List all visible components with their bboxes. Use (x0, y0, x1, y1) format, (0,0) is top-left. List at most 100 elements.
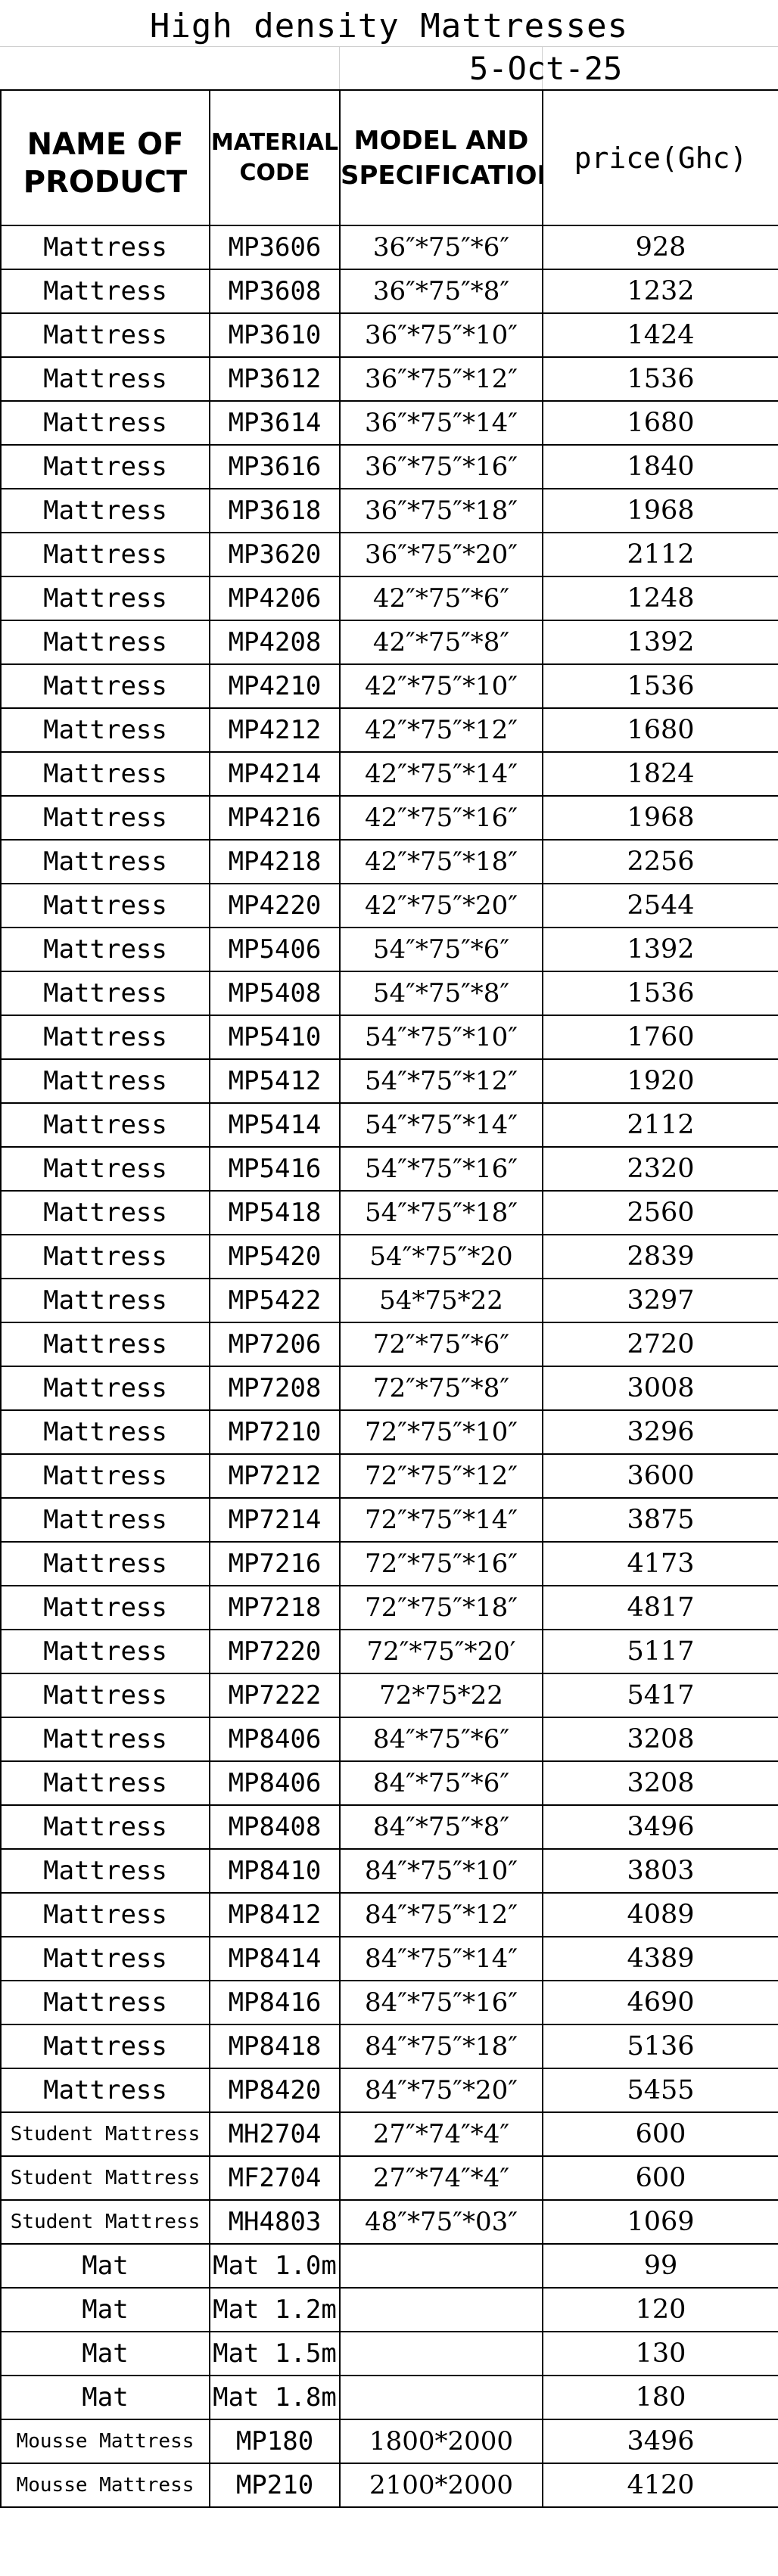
cell-product-name: Mousse Mattress (0, 2419, 210, 2464)
cell-product-name: Mattress (0, 1673, 210, 1718)
cell-product-name: Mattress (0, 1015, 210, 1060)
cell-specification: 84″*75″*14″ (339, 1936, 543, 1981)
cell-product-name: Mattress (0, 1366, 210, 1411)
cell-price: 4389 (542, 1936, 778, 1981)
cell-material-code: MP4216 (209, 795, 341, 841)
cell-product-name: Mattress (0, 488, 210, 533)
cell-specification: 42″*75″*18″ (339, 839, 543, 884)
cell-specification: 54″*75″*6″ (339, 927, 543, 972)
cell-specification: 36″*75″*6″ (339, 225, 543, 270)
cell-product-name: Mattress (0, 400, 210, 446)
cell-specification: 54″*75″*20 (339, 1234, 543, 1279)
table-row: Mattress MP3610 36″*75″*10″ 1424 (0, 312, 778, 358)
cell-product-name: Student Mattress (0, 2111, 210, 2157)
cell-product-name: Mat (0, 2243, 210, 2289)
cell-price: 3803 (542, 1848, 778, 1894)
cell-price: 2320 (542, 1146, 778, 1192)
cell-material-code: MP8410 (209, 1848, 341, 1894)
cell-material-code: MP3606 (209, 225, 341, 270)
cell-material-code: MP3616 (209, 444, 341, 489)
cell-price: 3496 (542, 1804, 778, 1850)
header-model-line-2: SPECIFICATION (341, 160, 543, 191)
cell-material-code: MP4206 (209, 576, 341, 621)
cell-product-name: Mattress (0, 1234, 210, 1279)
header-name-line-2: PRODUCT (23, 164, 188, 200)
cell-specification: 36″*75″*10″ (339, 312, 543, 358)
table-row: Mattress MP3608 36″*75″*8″ 1232 (0, 269, 778, 314)
header-price: price(Ghc) (542, 89, 778, 226)
cell-specification: 84″*75″*12″ (339, 1892, 543, 1937)
cell-product-name: Student Mattress (0, 2155, 210, 2201)
cell-product-name: Mattress (0, 1146, 210, 1192)
cell-specification: 42″*75″*12″ (339, 707, 543, 753)
cell-price: 2544 (542, 883, 778, 928)
cell-product-name: Mattress (0, 1760, 210, 1806)
cell-specification: 72″*75″*8″ (339, 1366, 543, 1411)
cell-price: 2720 (542, 1322, 778, 1367)
cell-price: 1840 (542, 444, 778, 489)
cell-specification: 36″*75″*16″ (339, 444, 543, 489)
cell-material-code: MP5420 (209, 1234, 341, 1279)
cell-price: 1824 (542, 751, 778, 797)
cell-product-name: Mattress (0, 1980, 210, 2025)
cell-product-name: Mattress (0, 620, 210, 665)
cell-material-code: MP210 (209, 2463, 341, 2508)
cell-product-name: Mattress (0, 1717, 210, 1762)
table-row: Mattress MP5406 54″*75″*6″ 1392 (0, 927, 778, 972)
table-row: Mattress MP4206 42″*75″*6″ 1248 (0, 576, 778, 621)
header-row: NAME OF PRODUCT MATERIAL CODE MODEL AND … (0, 89, 778, 226)
cell-specification: 84″*75″*20″ (339, 2068, 543, 2113)
cell-material-code: MH2704 (209, 2111, 341, 2157)
cell-price: 5417 (542, 1673, 778, 1718)
cell-material-code: MP8406 (209, 1760, 341, 1806)
cell-product-name: Mattress (0, 1936, 210, 1981)
cell-material-code: MP8418 (209, 2024, 341, 2069)
cell-specification: 84″*75″*18″ (339, 2024, 543, 2069)
table-row: Mattress MP8412 84″*75″*12″ 4089 (0, 1892, 778, 1937)
table-row: Mattress MP5408 54″*75″*8″ 1536 (0, 971, 778, 1016)
cell-material-code: MP7208 (209, 1366, 341, 1411)
sheet-date: 5-Oct-25 (469, 50, 623, 87)
cell-specification: 72″*75″*6″ (339, 1322, 543, 1367)
cell-specification: 42″*75″*6″ (339, 576, 543, 621)
cell-material-code: MP180 (209, 2419, 341, 2464)
cell-price: 4089 (542, 1892, 778, 1937)
cell-price: 928 (542, 225, 778, 270)
cell-specification: 42″*75″*8″ (339, 620, 543, 665)
cell-specification: 2100*2000 (339, 2463, 543, 2508)
cell-price: 3208 (542, 1760, 778, 1806)
cell-product-name: Mattress (0, 1190, 210, 1235)
cell-material-code: MP5418 (209, 1190, 341, 1235)
table-row: Mousse Mattress MP210 2100*2000 4120 (0, 2463, 778, 2508)
table-row: Student Mattress MH2704 27″*74″*4″ 600 (0, 2111, 778, 2157)
cell-price: 4173 (542, 1541, 778, 1586)
cell-specification: 84″*75″*16″ (339, 1980, 543, 2025)
sheet-title: High density Mattresses (149, 7, 629, 45)
cell-material-code: MP4214 (209, 751, 341, 797)
cell-price: 180 (542, 2375, 778, 2420)
cell-material-code: Mat 1.8m (209, 2375, 341, 2420)
table-row: Student Mattress MF2704 27″*74″*4″ 600 (0, 2155, 778, 2201)
cell-product-name: Mattress (0, 2068, 210, 2113)
cell-price: 600 (542, 2155, 778, 2201)
cell-material-code: MP3614 (209, 400, 341, 446)
divider (339, 46, 340, 90)
cell-specification: 1800*2000 (339, 2419, 543, 2464)
table-row: Mat Mat 1.5m 130 (0, 2331, 778, 2376)
cell-price: 1920 (542, 1058, 778, 1104)
cell-price: 1680 (542, 707, 778, 753)
table-row: Mousse Mattress MP180 1800*2000 3496 (0, 2419, 778, 2464)
cell-specification: 36″*75″*8″ (339, 269, 543, 314)
cell-specification: 54″*75″*8″ (339, 971, 543, 1016)
cell-price: 4120 (542, 2463, 778, 2508)
cell-price: 1680 (542, 400, 778, 446)
cell-material-code: MP7218 (209, 1585, 341, 1630)
table-row: Student Mattress MH4803 48″*75″*03″ 1069 (0, 2199, 778, 2245)
cell-product-name: Mattress (0, 663, 210, 709)
cell-product-name: Mattress (0, 839, 210, 884)
cell-material-code: MP3620 (209, 532, 341, 577)
cell-price: 5117 (542, 1629, 778, 1674)
cell-material-code: MP8414 (209, 1936, 341, 1981)
cell-price: 3496 (542, 2419, 778, 2464)
cell-product-name: Mattress (0, 1278, 210, 1323)
